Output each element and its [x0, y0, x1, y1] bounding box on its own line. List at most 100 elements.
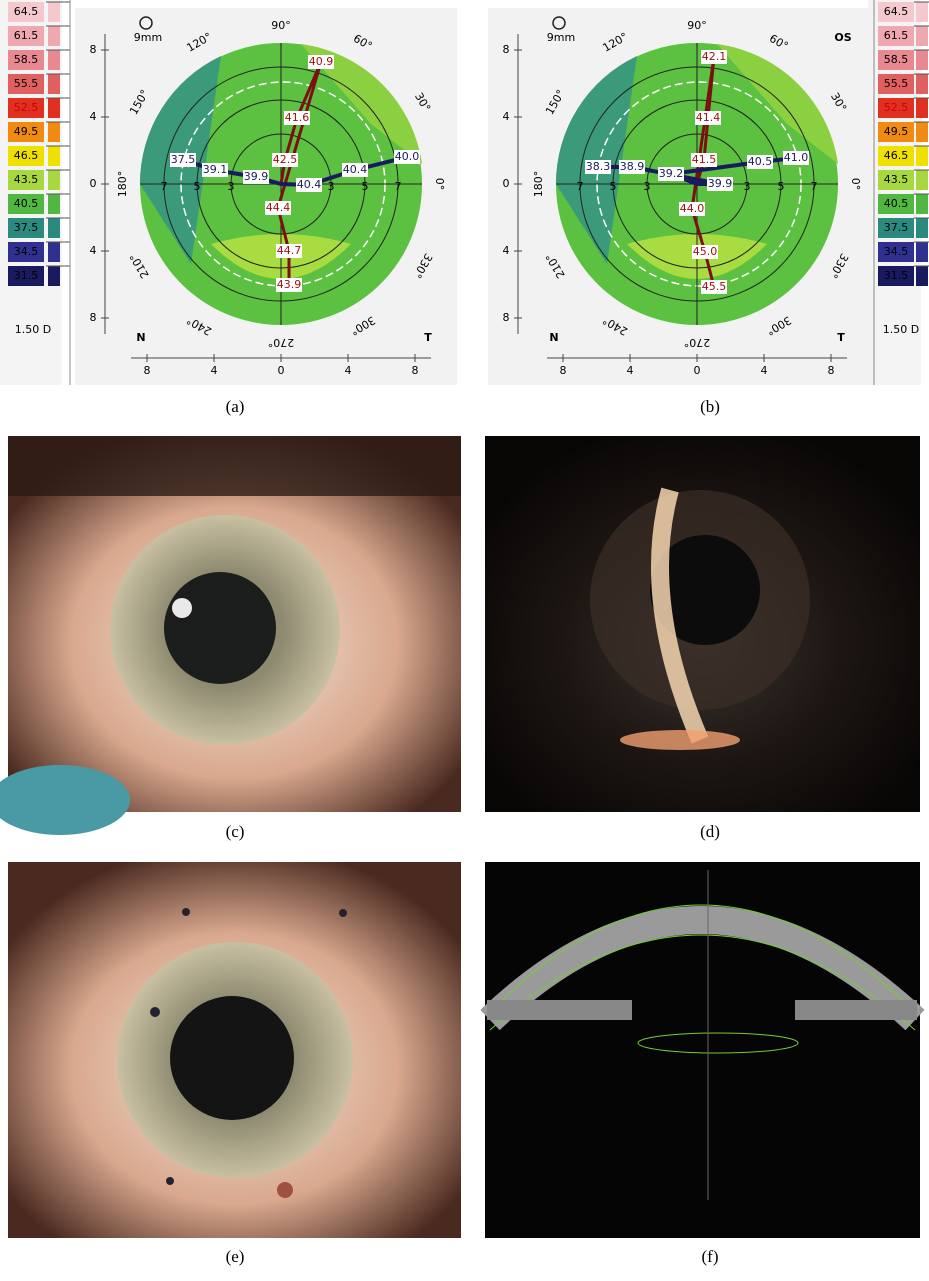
reading: 43.9: [277, 278, 302, 291]
scale-label: 55.5: [14, 77, 39, 90]
magnifier: 9mm: [134, 31, 162, 44]
side-label: N: [549, 331, 558, 344]
x-tick-label: 4: [211, 364, 218, 377]
reading: 39.1: [203, 163, 228, 176]
ring-label: 7: [811, 180, 818, 193]
angle-label: 90°: [271, 19, 291, 32]
scale-band: [48, 242, 60, 262]
angle-label: 270°: [268, 336, 295, 349]
caption: (e): [226, 1247, 245, 1266]
angle-label: 90°: [687, 19, 707, 32]
y-tick-label: 8: [90, 311, 97, 324]
scale-band: [48, 170, 60, 190]
ring-label: 5: [362, 180, 369, 193]
scale-label: 61.5: [884, 29, 909, 42]
y-tick-label: 4: [503, 244, 510, 257]
x-tick-label: 0: [694, 364, 701, 377]
scale-band: [916, 146, 928, 166]
scale-band: [916, 50, 928, 70]
ring-label: 3: [328, 180, 335, 193]
scale-label: 58.5: [14, 53, 39, 66]
figure: 64.5 61.5 58.5 55.5 52.5 49.5 46.5 43.5 40.5 37.5…: [0, 0, 929, 1277]
reading: 44.0: [680, 202, 705, 215]
scale-label: 31.5: [884, 269, 909, 282]
photo-f: [485, 862, 920, 1238]
side-label: N: [136, 331, 145, 344]
photo-e: [8, 862, 461, 1238]
side-label: T: [837, 331, 845, 344]
reading: 44.7: [277, 244, 302, 257]
reading: 45.5: [702, 280, 727, 293]
eye-label: OS: [834, 31, 851, 44]
scale-label: 46.5: [884, 149, 909, 162]
ring-label: 7: [395, 180, 402, 193]
scale-label: 61.5: [14, 29, 39, 42]
scale-label: 52.5: [884, 101, 909, 114]
y-tick-label: 4: [90, 244, 97, 257]
scale-label: 64.5: [884, 5, 909, 18]
caption: (b): [700, 397, 720, 416]
reading: 42.1: [702, 50, 727, 63]
reading: 39.9: [708, 177, 733, 190]
scale-band: [48, 50, 60, 70]
reading: 40.9: [309, 55, 334, 68]
x-tick-label: 8: [828, 364, 835, 377]
scale-unit: 1.50 D: [883, 323, 919, 336]
caption: (c): [226, 822, 245, 841]
x-tick-label: 4: [761, 364, 768, 377]
reading: 45.0: [693, 245, 718, 258]
ring-label: 3: [644, 180, 651, 193]
scale-band: [916, 194, 928, 214]
x-tick-label: 8: [412, 364, 419, 377]
scale-band: [48, 2, 60, 22]
reading: 42.5: [273, 153, 298, 166]
scale-label: 55.5: [884, 77, 909, 90]
magnifier: 9mm: [547, 31, 575, 44]
scale-band: [916, 242, 928, 262]
scale-label: 49.5: [884, 125, 909, 138]
scale-band: [916, 218, 928, 238]
reading: 38.3: [586, 160, 611, 173]
y-tick-label: 8: [503, 311, 510, 324]
reading: 41.0: [784, 151, 809, 164]
scale-label: 37.5: [14, 221, 39, 234]
reading: 40.4: [343, 163, 368, 176]
reading: 39.2: [659, 167, 684, 180]
scale-band: [916, 266, 928, 286]
photo-d: [485, 436, 920, 812]
scale-band: [48, 266, 60, 286]
scale-label: 31.5: [14, 269, 39, 282]
x-tick-label: 0: [278, 364, 285, 377]
y-tick-label: 8: [503, 43, 510, 56]
scale-label: 40.5: [884, 197, 909, 210]
scale-label: 58.5: [884, 53, 909, 66]
scale-label: 64.5: [14, 5, 39, 18]
scale-label: 43.5: [884, 173, 909, 186]
scale-band: [48, 194, 60, 214]
reading: 41.6: [285, 111, 310, 124]
reading: 41.5: [692, 153, 717, 166]
scale-band: [48, 26, 60, 46]
scale-band: [916, 122, 928, 142]
y-tick-label: 4: [90, 110, 97, 123]
scale-band: [916, 2, 928, 22]
scale-band: [916, 98, 928, 118]
ring-label: 7: [161, 180, 168, 193]
reading: 40.4: [297, 178, 322, 191]
ring-label: 5: [194, 180, 201, 193]
ring-label: 3: [744, 180, 751, 193]
ring-label: 7: [577, 180, 584, 193]
scale-label: 40.5: [14, 197, 39, 210]
angle-label: 270°: [684, 336, 711, 349]
scale-label: 34.5: [14, 245, 39, 258]
scale-label: 43.5: [14, 173, 39, 186]
photo-c: [0, 436, 461, 835]
reading: 40.5: [748, 155, 773, 168]
scale-band: [48, 218, 60, 238]
reading: 44.4: [266, 201, 291, 214]
caption: (d): [700, 822, 720, 841]
scale-band: [48, 74, 60, 94]
reading: 37.5: [171, 153, 196, 166]
y-tick-label: 8: [90, 43, 97, 56]
